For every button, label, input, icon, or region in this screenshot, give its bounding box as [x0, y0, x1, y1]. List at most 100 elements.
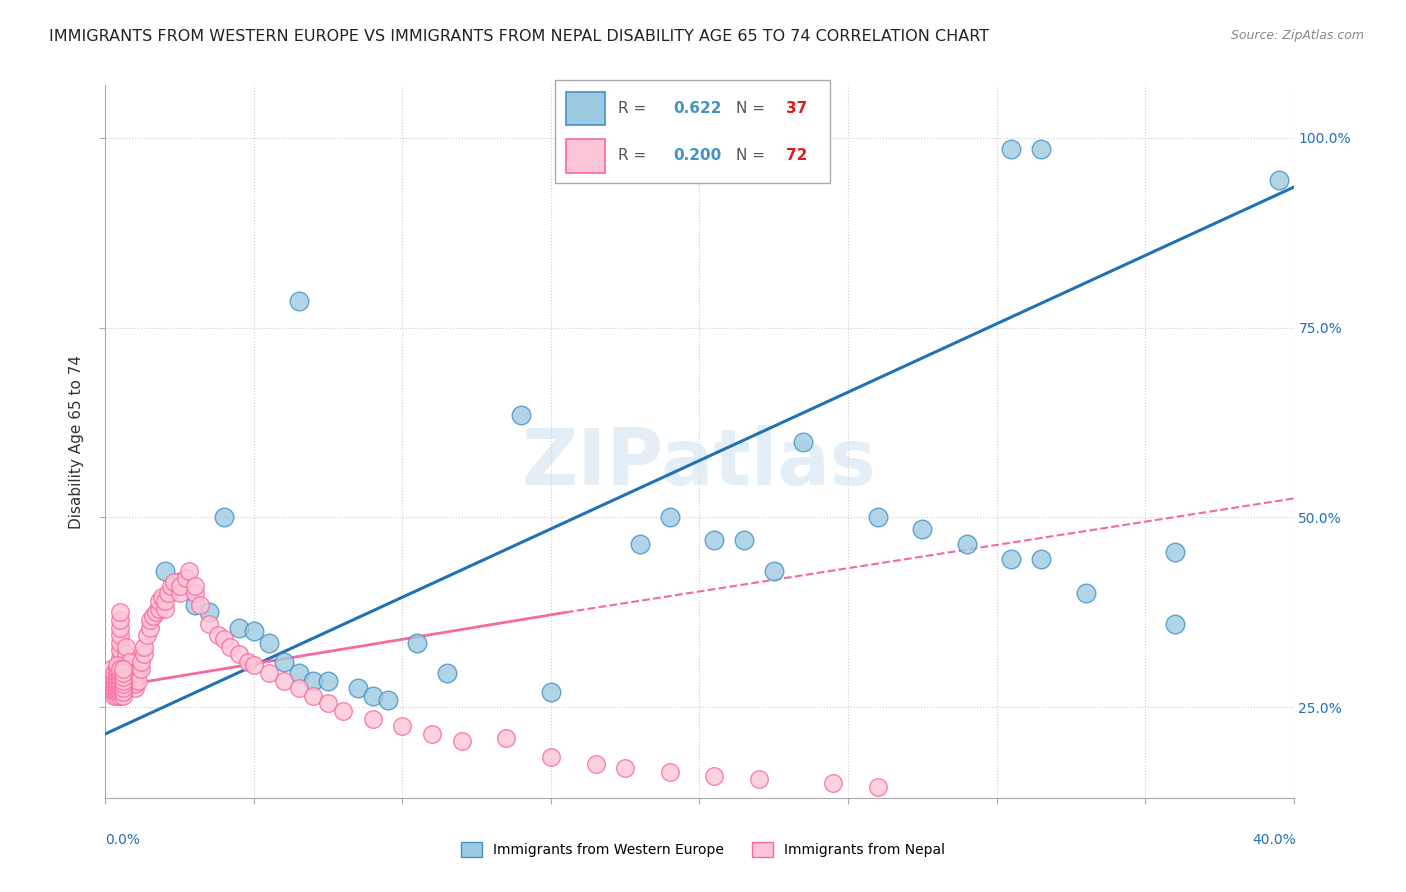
- Text: 0.200: 0.200: [673, 148, 721, 163]
- Point: [105, 673, 128, 688]
- Point: [121, 673, 143, 688]
- Point: [103, 685, 125, 699]
- Point: [302, 689, 325, 703]
- Point: [420, 727, 443, 741]
- Point: [163, 574, 186, 589]
- Point: [243, 624, 266, 639]
- Point: [510, 408, 533, 422]
- Point: [136, 628, 159, 642]
- Text: 40.0%: 40.0%: [1253, 833, 1296, 847]
- Point: [762, 564, 785, 578]
- FancyBboxPatch shape: [567, 92, 605, 126]
- Point: [177, 564, 200, 578]
- Point: [110, 685, 132, 699]
- Point: [139, 613, 162, 627]
- Point: [585, 757, 607, 772]
- Point: [153, 594, 176, 608]
- Text: 72: 72: [786, 148, 807, 163]
- Point: [658, 764, 681, 779]
- Point: [127, 662, 149, 676]
- Point: [911, 522, 934, 536]
- Point: [169, 579, 191, 593]
- Point: [495, 731, 517, 745]
- Point: [257, 666, 280, 681]
- Point: [236, 655, 259, 669]
- Point: [124, 666, 146, 681]
- Point: [347, 681, 370, 696]
- Point: [105, 670, 128, 684]
- Point: [614, 761, 637, 775]
- Point: [121, 666, 143, 681]
- Point: [1029, 552, 1052, 566]
- Point: [105, 681, 128, 696]
- Point: [148, 594, 170, 608]
- Point: [112, 689, 135, 703]
- Point: [406, 636, 429, 650]
- Point: [156, 586, 179, 600]
- Point: [207, 628, 229, 642]
- Point: [100, 662, 122, 676]
- Text: R =: R =: [619, 148, 651, 163]
- Point: [228, 621, 250, 635]
- Point: [823, 776, 845, 790]
- Y-axis label: Disability Age 65 to 74: Disability Age 65 to 74: [69, 354, 84, 529]
- Point: [112, 673, 135, 688]
- Point: [110, 673, 132, 688]
- Text: IMMIGRANTS FROM WESTERN EUROPE VS IMMIGRANTS FROM NEPAL DISABILITY AGE 65 TO 74 : IMMIGRANTS FROM WESTERN EUROPE VS IMMIGR…: [49, 29, 990, 44]
- Point: [153, 601, 176, 615]
- Point: [100, 681, 122, 696]
- Point: [866, 780, 889, 794]
- Point: [228, 647, 250, 661]
- Point: [153, 564, 176, 578]
- Point: [103, 681, 125, 696]
- Point: [361, 689, 384, 703]
- Point: [257, 636, 280, 650]
- Point: [332, 704, 354, 718]
- Point: [142, 609, 165, 624]
- Point: [115, 647, 138, 661]
- FancyBboxPatch shape: [567, 139, 605, 173]
- Point: [287, 666, 309, 681]
- Point: [110, 658, 132, 673]
- Point: [112, 673, 135, 688]
- Point: [110, 677, 132, 691]
- Point: [110, 613, 132, 627]
- Point: [139, 621, 162, 635]
- Text: N =: N =: [737, 101, 770, 116]
- Point: [287, 681, 309, 696]
- Point: [121, 666, 143, 681]
- Point: [1000, 552, 1022, 566]
- Point: [540, 685, 562, 699]
- Text: 0.0%: 0.0%: [105, 833, 141, 847]
- Point: [110, 605, 132, 619]
- Text: Source: ZipAtlas.com: Source: ZipAtlas.com: [1230, 29, 1364, 42]
- Point: [792, 434, 814, 449]
- Point: [115, 670, 138, 684]
- Point: [733, 533, 755, 548]
- Point: [183, 598, 205, 612]
- Point: [1164, 616, 1187, 631]
- Point: [361, 712, 384, 726]
- Point: [127, 673, 149, 688]
- Point: [112, 670, 135, 684]
- Point: [124, 681, 146, 696]
- Point: [219, 640, 242, 654]
- Point: [103, 677, 125, 691]
- Point: [287, 294, 309, 309]
- Point: [703, 768, 725, 782]
- FancyBboxPatch shape: [555, 80, 830, 183]
- Point: [129, 655, 152, 669]
- Point: [112, 662, 135, 676]
- Point: [112, 685, 135, 699]
- Point: [110, 662, 132, 676]
- Text: N =: N =: [737, 148, 770, 163]
- Point: [628, 537, 651, 551]
- Point: [183, 586, 205, 600]
- Point: [103, 677, 125, 691]
- Point: [183, 579, 205, 593]
- Text: ZIPatlas: ZIPatlas: [522, 425, 877, 501]
- Point: [198, 605, 221, 619]
- Point: [145, 605, 167, 619]
- Point: [124, 670, 146, 684]
- Point: [110, 651, 132, 665]
